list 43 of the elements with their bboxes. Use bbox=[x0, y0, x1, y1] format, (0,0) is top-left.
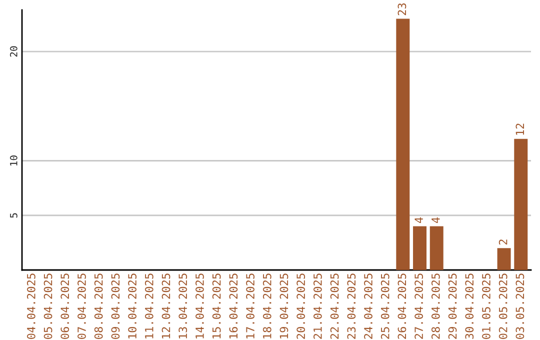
bar bbox=[413, 226, 427, 270]
x-tick-label: 17.04.2025 bbox=[246, 274, 254, 338]
x-tick-label: 09.04.2025 bbox=[111, 274, 120, 339]
x-tick-label: 29.04.2025 bbox=[448, 274, 457, 339]
x-tick-label: 11.04.2025 bbox=[144, 274, 154, 338]
x-tick-label: 24.04.2025 bbox=[364, 274, 372, 339]
bar bbox=[430, 226, 444, 270]
data-label: 4 bbox=[432, 217, 440, 223]
x-tick-label: 18.04.2025 bbox=[262, 274, 272, 338]
data-label: 4 bbox=[414, 217, 423, 223]
x-tick-label: 14.04.2025 bbox=[196, 274, 204, 338]
x-tick-label: 30.04.2025 bbox=[465, 274, 474, 339]
x-tick-label: 02.05.2025 bbox=[498, 274, 508, 339]
x-tick-label: 23.04.2025 bbox=[347, 274, 356, 339]
data-label: 23 bbox=[398, 3, 406, 16]
y-tick-label: 20 bbox=[10, 46, 18, 57]
x-tick-label: 26.04.2025 bbox=[398, 274, 406, 339]
bar bbox=[514, 138, 528, 270]
x-tick-label: 28.04.2025 bbox=[431, 274, 440, 339]
x-tick-label: 25.04.2025 bbox=[380, 274, 390, 339]
x-tick-label: 22.04.2025 bbox=[330, 274, 339, 339]
bar bbox=[497, 248, 511, 270]
x-tick-label: 04.04.2025 bbox=[26, 274, 36, 339]
y-tick-label: 10 bbox=[10, 156, 18, 166]
x-tick-label: 20.04.2025 bbox=[296, 274, 306, 339]
x-tick-label: 10.04.2025 bbox=[128, 274, 136, 338]
x-tick-label: 06.04.2025 bbox=[60, 274, 70, 339]
x-tick-label: 05.04.2025 bbox=[44, 274, 52, 339]
x-tick-label: 15.04.2025 bbox=[212, 274, 221, 338]
x-tick-label: 07.04.2025 bbox=[78, 274, 86, 339]
bar bbox=[396, 18, 410, 270]
x-tick-label: 27.04.2025 bbox=[414, 274, 424, 339]
x-tick-label: 21.04.2025 bbox=[313, 274, 322, 339]
data-label: 12 bbox=[516, 124, 524, 135]
x-tick-label: 01.05.2025 bbox=[482, 274, 490, 339]
x-tick-label: 13.04.2025 bbox=[178, 274, 188, 338]
x-tick-label: 16.04.2025 bbox=[229, 274, 238, 338]
x-tick-label: 19.04.2025 bbox=[280, 274, 288, 338]
data-label: 2 bbox=[498, 240, 508, 245]
x-tick-label: 03.05.2025 bbox=[516, 274, 524, 339]
y-tick-label: 5 bbox=[10, 213, 18, 218]
x-tick-label: 12.04.2025 bbox=[162, 274, 170, 338]
x-tick-label: 08.04.2025 bbox=[94, 274, 103, 339]
